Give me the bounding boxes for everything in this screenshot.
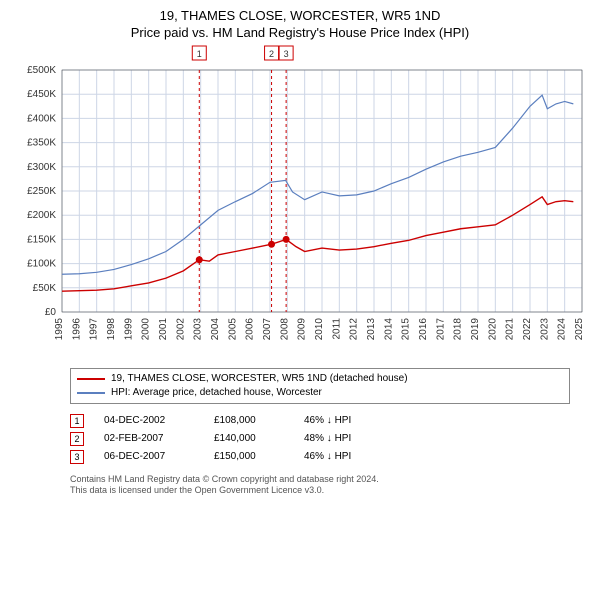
marker-vs-hpi: 46% ↓ HPI [304, 451, 351, 462]
svg-text:2020: 2020 [487, 317, 498, 340]
svg-text:£50K: £50K [33, 283, 57, 294]
svg-text:£450K: £450K [27, 89, 56, 100]
chart: £0 £50K £100K £150K £200K £250K £300K £350K £400… [10, 42, 590, 362]
svg-text:2023: 2023 [539, 317, 550, 340]
svg-text:2013: 2013 [366, 317, 377, 340]
chart-svg: £0 £50K £100K £150K £200K £250K £300K £350K £400… [10, 42, 590, 362]
legend-item: HPI: Average price, detached house, Worc… [77, 386, 563, 400]
marker-date: 06-DEC-2007 [104, 451, 194, 462]
marker-price: £108,000 [214, 415, 284, 426]
marker-price: £140,000 [214, 433, 284, 444]
marker-vs-hpi: 48% ↓ HPI [304, 433, 351, 444]
svg-text:£400K: £400K [27, 113, 56, 124]
svg-text:1996: 1996 [71, 317, 82, 340]
svg-text:2009: 2009 [297, 317, 308, 340]
legend: 19, THAMES CLOSE, WORCESTER, WR5 1ND (de… [70, 368, 570, 404]
svg-text:1997: 1997 [89, 317, 100, 340]
marker-row: 3 06-DEC-2007 £150,000 46% ↓ HPI [70, 448, 570, 466]
svg-text:2000: 2000 [141, 317, 152, 340]
legend-item: 19, THAMES CLOSE, WORCESTER, WR5 1ND (de… [77, 372, 563, 386]
svg-text:2019: 2019 [470, 317, 481, 340]
svg-text:2022: 2022 [522, 317, 533, 340]
svg-text:1: 1 [197, 49, 202, 59]
svg-text:2007: 2007 [262, 317, 273, 340]
marker-date: 04-DEC-2002 [104, 415, 194, 426]
footer-line-2: This data is licensed under the Open Gov… [70, 485, 580, 496]
svg-text:£200K: £200K [27, 210, 56, 221]
footer-line-1: Contains HM Land Registry data © Crown c… [70, 474, 580, 485]
svg-text:1995: 1995 [54, 317, 65, 340]
marker-number-box: 3 [70, 450, 84, 464]
marker-number-box: 1 [70, 414, 84, 428]
marker-row: 2 02-FEB-2007 £140,000 48% ↓ HPI [70, 430, 570, 448]
svg-text:2015: 2015 [401, 317, 412, 340]
chart-title: 19, THAMES CLOSE, WORCESTER, WR5 1ND Pri… [10, 8, 590, 42]
svg-text:£150K: £150K [27, 234, 56, 245]
svg-text:2025: 2025 [574, 317, 585, 340]
footer: Contains HM Land Registry data © Crown c… [70, 474, 580, 496]
legend-swatch [77, 392, 105, 394]
svg-text:1999: 1999 [123, 317, 134, 340]
svg-text:2016: 2016 [418, 317, 429, 340]
marker-vs-hpi: 46% ↓ HPI [304, 415, 351, 426]
svg-text:2005: 2005 [227, 317, 238, 340]
svg-text:£100K: £100K [27, 258, 56, 269]
marker-row: 1 04-DEC-2002 £108,000 46% ↓ HPI [70, 412, 570, 430]
title-line-1: 19, THAMES CLOSE, WORCESTER, WR5 1ND [10, 8, 590, 25]
svg-text:£0: £0 [45, 307, 57, 318]
marker-price: £150,000 [214, 451, 284, 462]
marker-table: 1 04-DEC-2002 £108,000 46% ↓ HPI 2 02-FEB-200… [70, 412, 570, 466]
svg-text:2003: 2003 [193, 317, 204, 340]
marker-date: 02-FEB-2007 [104, 433, 194, 444]
svg-text:2001: 2001 [158, 317, 169, 340]
svg-text:2011: 2011 [331, 317, 342, 339]
svg-text:£350K: £350K [27, 137, 56, 148]
svg-text:2002: 2002 [175, 317, 186, 340]
svg-text:2008: 2008 [279, 317, 290, 340]
svg-text:£300K: £300K [27, 162, 56, 173]
svg-text:1998: 1998 [106, 317, 117, 340]
title-line-2: Price paid vs. HM Land Registry's House … [10, 25, 590, 42]
svg-text:2004: 2004 [210, 317, 221, 340]
svg-text:2021: 2021 [505, 317, 516, 340]
svg-text:2017: 2017 [435, 317, 446, 340]
svg-text:2018: 2018 [453, 317, 464, 340]
svg-text:2014: 2014 [383, 317, 394, 340]
svg-text:2024: 2024 [557, 317, 568, 340]
svg-text:£250K: £250K [27, 186, 56, 197]
svg-text:£500K: £500K [27, 65, 56, 76]
svg-text:2012: 2012 [349, 317, 360, 340]
svg-text:2006: 2006 [245, 317, 256, 340]
legend-label: HPI: Average price, detached house, Worc… [111, 386, 322, 400]
legend-label: 19, THAMES CLOSE, WORCESTER, WR5 1ND (de… [111, 372, 408, 386]
svg-text:2: 2 [269, 49, 274, 59]
legend-swatch [77, 378, 105, 380]
svg-text:2010: 2010 [314, 317, 325, 340]
marker-number-box: 2 [70, 432, 84, 446]
svg-text:3: 3 [284, 49, 289, 59]
